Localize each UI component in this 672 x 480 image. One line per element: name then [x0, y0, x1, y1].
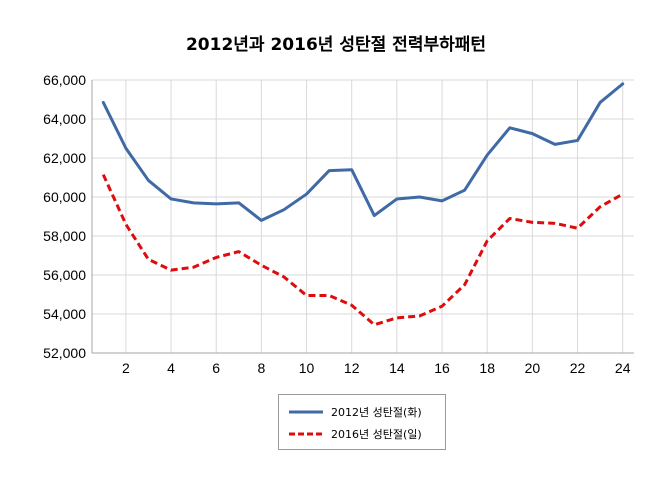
y-tick-label: 56,000	[43, 267, 86, 283]
x-tick-label: 12	[344, 360, 360, 376]
axes	[91, 80, 634, 354]
y-tick-label: 52,000	[43, 345, 86, 361]
legend-item-series-2: 2016년 성탄절(일)	[289, 425, 422, 443]
chart-title: 2012년과 2016년 성탄절 전력부하패턴	[185, 35, 487, 55]
x-tick-label: 18	[479, 360, 495, 376]
x-tick-label: 16	[434, 360, 450, 376]
legend-swatch-series-2	[289, 432, 323, 436]
series-line-2	[101, 173, 624, 327]
x-tick-label: 22	[570, 360, 586, 376]
legend-swatch-series-1	[289, 410, 323, 414]
x-tick-label: 2	[122, 360, 130, 376]
y-tick-label: 66,000	[43, 72, 86, 88]
x-tick-label: 10	[299, 360, 315, 376]
x-tick-label: 4	[167, 360, 175, 376]
y-tick-label: 62,000	[43, 150, 86, 166]
x-tick-label: 14	[389, 360, 405, 376]
legend-label-series-1: 2012년 성탄절(화)	[331, 406, 422, 419]
x-tick-label: 20	[525, 360, 541, 376]
series-lines	[101, 82, 625, 327]
x-axis-ticks: 2 4 6 8 10 12 14 16 18 20 22 24	[122, 360, 631, 376]
x-tick-label: 8	[257, 360, 265, 376]
y-tick-label: 58,000	[43, 228, 86, 244]
x-tick-label: 24	[615, 360, 631, 376]
y-axis-ticks: 52,000 54,000 56,000 58,000 60,000 62,000 64,0…	[43, 72, 86, 361]
y-tick-label: 64,000	[43, 111, 86, 127]
y-tick-label: 60,000	[43, 189, 86, 205]
legend: 2012년 성탄절(화) 2016년 성탄절(일)	[278, 394, 446, 450]
y-tick-label: 54,000	[43, 306, 86, 322]
gridlines	[92, 79, 634, 354]
x-tick-label: 6	[212, 360, 220, 376]
legend-label-series-2: 2016년 성탄절(일)	[331, 428, 422, 441]
series-line-1	[101, 82, 625, 222]
legend-item-series-1: 2012년 성탄절(화)	[289, 403, 422, 421]
